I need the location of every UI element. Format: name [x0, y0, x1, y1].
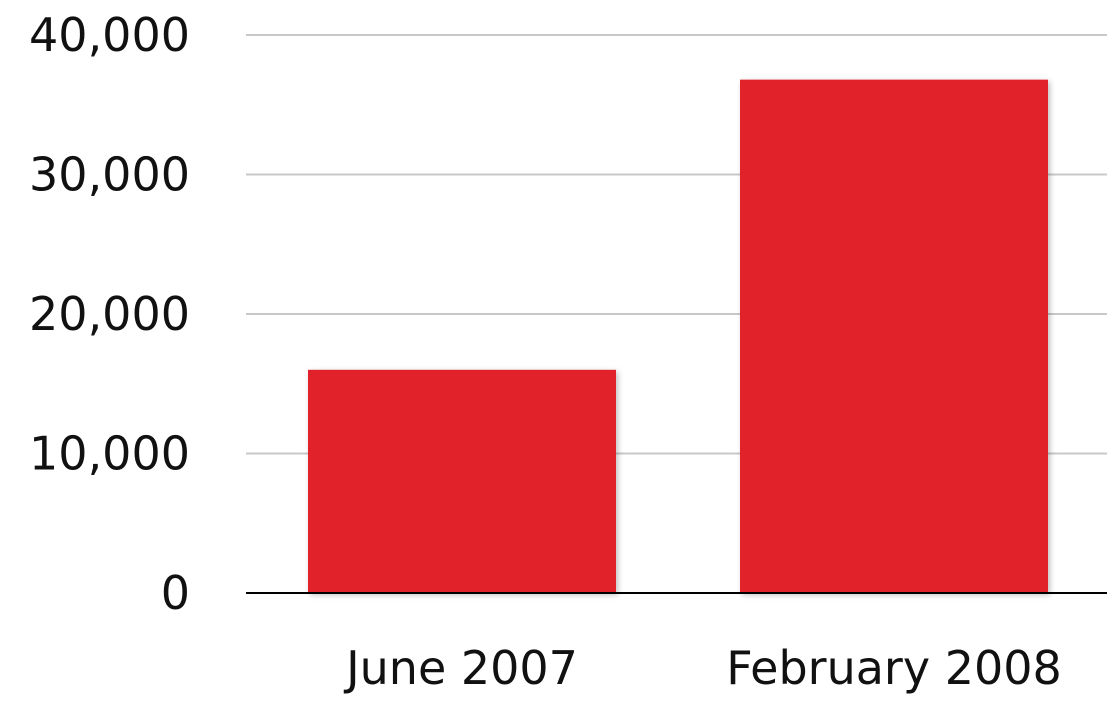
x-category-label: February 2008 — [726, 641, 1062, 695]
x-category-label: June 2007 — [343, 641, 578, 695]
y-tick-label: 40,000 — [29, 8, 190, 62]
y-tick-label: 0 — [161, 566, 190, 620]
y-tick-label: 10,000 — [29, 427, 190, 481]
y-axis-tick-labels: 0 10,000 20,000 30,000 40,000 — [29, 8, 190, 620]
bar — [308, 369, 616, 593]
bar — [740, 79, 1048, 593]
y-tick-label: 20,000 — [29, 287, 190, 341]
bars — [308, 79, 1048, 593]
x-axis-category-labels: June 2007 February 2008 — [343, 641, 1062, 695]
y-tick-label: 30,000 — [29, 148, 190, 202]
